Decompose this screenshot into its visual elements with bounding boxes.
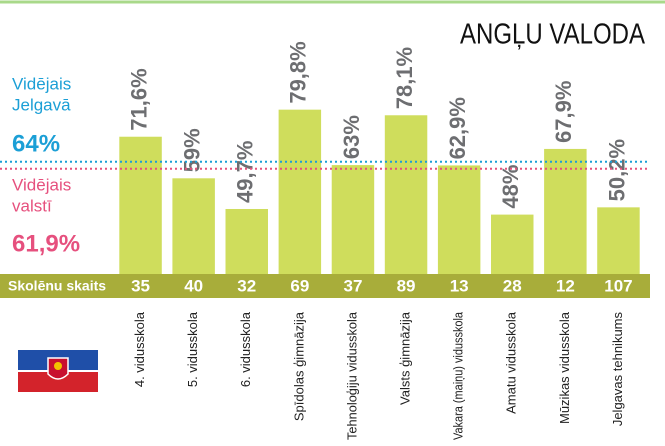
reference-label: Vidējais	[12, 74, 71, 93]
count-label: 35	[131, 276, 150, 295]
reference-label: valstī	[12, 196, 52, 215]
bar	[544, 148, 587, 274]
count-label: 89	[397, 276, 416, 295]
value-label: 67,9%	[551, 81, 576, 143]
value-label: 49,7%	[233, 141, 258, 203]
count-label: 28	[503, 276, 522, 295]
value-label: 62,9%	[445, 97, 470, 159]
value-label: 79,8%	[286, 41, 311, 103]
category-label: Vakara (maiņu) vidusskola	[451, 311, 466, 440]
category-label: Spīdolas ģimnāzija	[291, 311, 306, 421]
reference-value: 64%	[12, 130, 60, 157]
value-label: 71,6%	[126, 68, 151, 130]
flag	[18, 350, 98, 392]
bar	[172, 178, 215, 274]
reference-value: 61,9%	[12, 230, 80, 257]
value-label: 78,1%	[392, 47, 417, 109]
value-label: 50,2%	[604, 139, 629, 201]
count-title: Skolēnu skaits	[8, 278, 106, 294]
bar	[331, 165, 375, 274]
count-label: 13	[450, 276, 469, 295]
bar	[384, 115, 428, 275]
category-label: 4. vidusskola	[132, 311, 147, 387]
value-label: 48%	[498, 165, 523, 209]
value-label: 59%	[179, 128, 204, 172]
count-label: 12	[556, 276, 575, 295]
count-label: 69	[290, 276, 309, 295]
bar	[437, 165, 481, 274]
bar	[278, 109, 322, 274]
count-strip	[0, 274, 650, 298]
count-label: 107	[604, 276, 632, 295]
count-label: 32	[237, 276, 256, 295]
category-label: 5. vidusskola	[185, 311, 200, 387]
category-label: Tehnoloģiju vidusskola	[344, 311, 359, 440]
category-label: Amatu vidusskola	[504, 311, 519, 414]
category-label: Valsts ģimnāzija	[397, 311, 412, 405]
category-label: 6. vidusskola	[238, 311, 253, 387]
value-label: 63%	[339, 115, 364, 159]
category-label: Mūzikas vidusskola	[557, 311, 572, 424]
reference-label: Jelgavā	[12, 95, 71, 114]
bar	[225, 208, 268, 274]
chart-title: ANGĻU VALODA	[460, 19, 646, 51]
reference-label: Vidējais	[12, 175, 71, 194]
category-label: Jelgavas tehnikums	[610, 312, 625, 427]
bar	[119, 136, 162, 274]
count-label: 37	[343, 276, 362, 295]
bar	[491, 214, 534, 274]
count-label: 40	[184, 276, 203, 295]
bar	[597, 207, 640, 274]
